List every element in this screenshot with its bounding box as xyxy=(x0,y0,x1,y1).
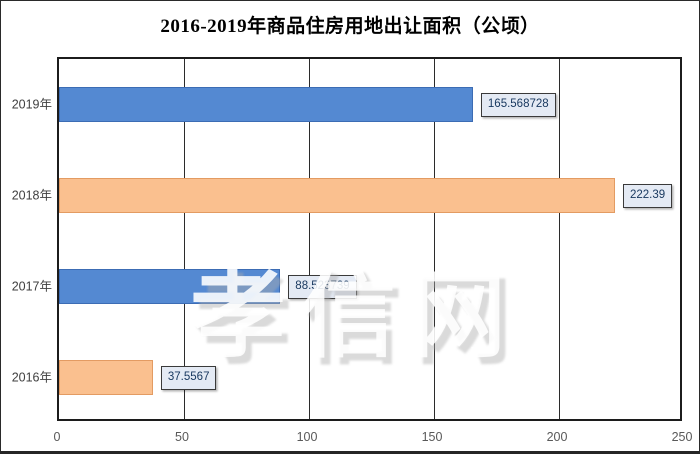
y-axis-label-2018: 2018年 xyxy=(11,188,52,202)
y-axis-label-2017: 2017年 xyxy=(11,279,52,293)
data-label-2016: 37.5567 xyxy=(160,365,217,390)
gridline-50 xyxy=(183,59,185,419)
y-axis-label-2016: 2016年 xyxy=(11,370,52,384)
bar-2017 xyxy=(59,269,281,304)
gridline-150 xyxy=(433,59,435,419)
x-tick-label-50: 50 xyxy=(175,430,189,444)
gridline-200 xyxy=(558,59,560,419)
bar-2019 xyxy=(59,87,473,122)
x-tick-label-0: 0 xyxy=(53,430,61,444)
bar-2018 xyxy=(59,178,615,213)
bottom-border-line xyxy=(0,451,700,454)
data-label-2018: 222.39 xyxy=(622,183,673,208)
x-tick-label-250: 250 xyxy=(671,430,693,444)
chart-title: 2016-2019年商品住房用地出让面积（公顷） xyxy=(160,16,540,37)
gridline-100 xyxy=(308,59,310,419)
x-tick-label-200: 200 xyxy=(546,430,568,444)
plot-area: 165.568728 222.39 88.523739 37.5567 xyxy=(57,57,682,421)
x-tick-label-100: 100 xyxy=(296,430,318,444)
y-axis-label-2019: 2019年 xyxy=(11,97,52,111)
bar-2016 xyxy=(59,360,153,395)
data-label-2017: 88.523739 xyxy=(288,274,357,299)
x-tick-label-150: 150 xyxy=(421,430,443,444)
data-label-2019: 165.568728 xyxy=(480,92,556,117)
